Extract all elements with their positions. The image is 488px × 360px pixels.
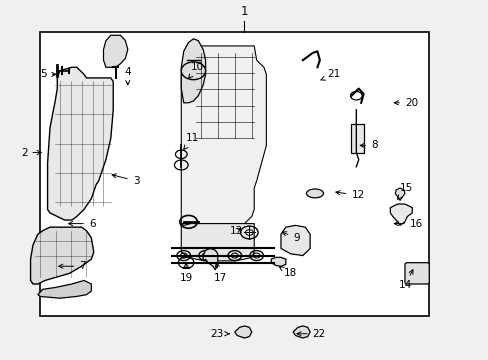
Text: 9: 9: [282, 232, 299, 243]
Text: 20: 20: [393, 98, 417, 108]
Text: 16: 16: [393, 219, 422, 229]
Text: 5: 5: [40, 69, 56, 79]
Text: 8: 8: [360, 140, 377, 150]
Text: 22: 22: [296, 329, 325, 339]
Polygon shape: [181, 39, 205, 103]
Bar: [351, 124, 363, 153]
Text: 19: 19: [179, 263, 192, 283]
Polygon shape: [30, 227, 94, 284]
Polygon shape: [181, 46, 266, 224]
Text: 1: 1: [240, 5, 248, 18]
Polygon shape: [103, 35, 127, 67]
Text: 4: 4: [124, 67, 131, 85]
Polygon shape: [292, 326, 309, 338]
Text: 18: 18: [279, 267, 296, 278]
FancyBboxPatch shape: [40, 32, 428, 316]
Polygon shape: [281, 225, 309, 256]
Text: 10: 10: [188, 62, 203, 78]
Text: 23: 23: [210, 329, 229, 339]
Text: 17: 17: [213, 263, 226, 283]
Text: 14: 14: [398, 270, 412, 291]
Polygon shape: [234, 326, 251, 338]
Text: 15: 15: [397, 183, 412, 199]
Polygon shape: [394, 188, 404, 201]
Polygon shape: [203, 248, 217, 270]
Polygon shape: [271, 257, 285, 266]
Text: 11: 11: [183, 133, 199, 149]
Ellipse shape: [306, 189, 323, 198]
Text: 3: 3: [112, 174, 139, 186]
Text: 2: 2: [21, 148, 41, 158]
Polygon shape: [389, 204, 411, 225]
Text: 6: 6: [68, 219, 95, 229]
Text: 21: 21: [320, 69, 340, 80]
FancyBboxPatch shape: [404, 263, 428, 284]
Text: 7: 7: [59, 261, 85, 271]
Polygon shape: [181, 224, 254, 261]
Polygon shape: [38, 280, 91, 298]
Polygon shape: [47, 67, 113, 220]
Text: 12: 12: [335, 190, 364, 200]
Text: 13: 13: [229, 226, 243, 236]
